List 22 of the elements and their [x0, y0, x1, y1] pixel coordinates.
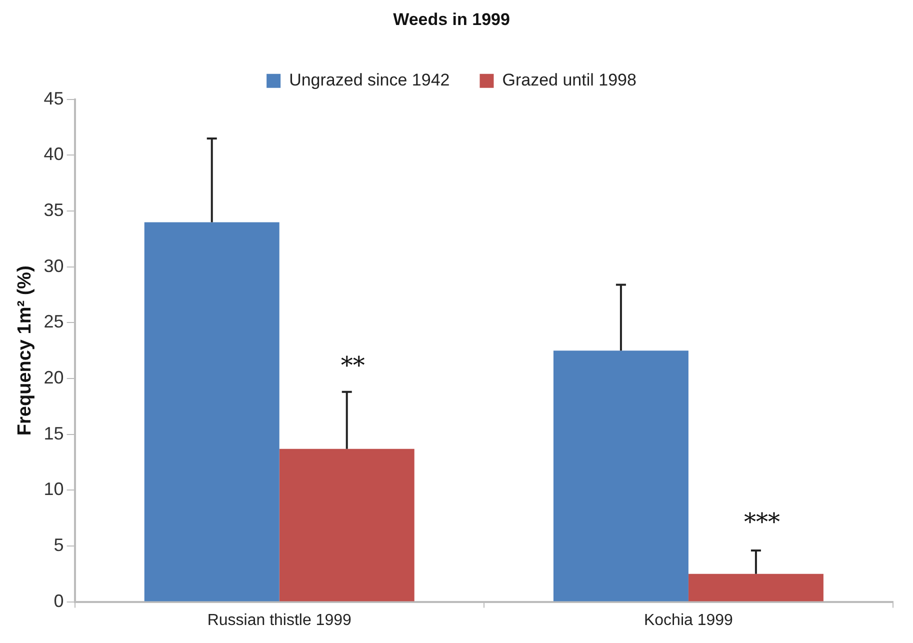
legend-label: Grazed until 1998	[502, 70, 636, 90]
y-tick-label: 45	[44, 88, 64, 108]
chart-title: Weeds in 1999	[393, 10, 510, 29]
bar	[553, 350, 688, 602]
y-axis-title: Frequency 1m² (%)	[14, 266, 36, 436]
bar	[688, 574, 824, 602]
annotation: ***	[744, 508, 780, 536]
bar	[144, 222, 280, 602]
y-tick-label: 15	[44, 423, 64, 444]
y-tick-label: 30	[44, 256, 64, 276]
x-tick-label: Kochia 1999	[644, 612, 734, 629]
y-tick-label: 5	[54, 534, 64, 555]
bar	[279, 448, 414, 602]
x-tick-label: Russian thistle 1999	[207, 612, 352, 629]
y-tick-label: 20	[44, 367, 64, 388]
legend-label: Ungrazed since 1942	[289, 70, 450, 90]
y-tick-label: 35	[44, 200, 64, 220]
y-tick-label: 25	[44, 312, 64, 332]
annotation: **	[340, 352, 365, 380]
y-tick-label: 40	[44, 144, 64, 164]
y-tick-label: 0	[54, 590, 64, 611]
y-tick-label: 10	[44, 479, 64, 500]
